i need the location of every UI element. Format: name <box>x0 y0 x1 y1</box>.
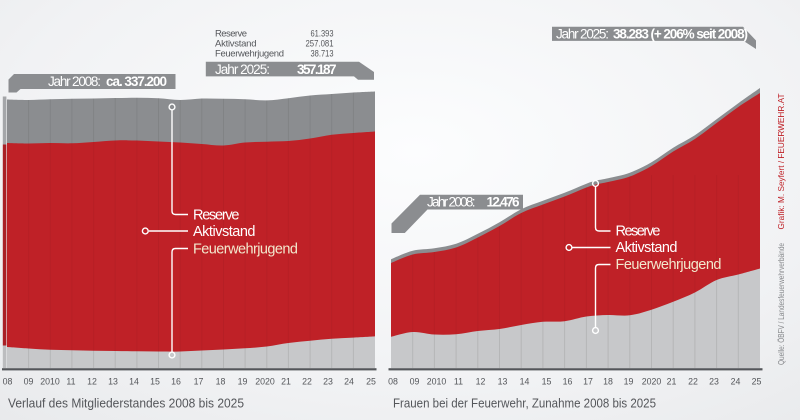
svg-text:Feuerwehrjugend: Feuerwehrjugend <box>616 257 722 273</box>
svg-text:21: 21 <box>281 377 291 387</box>
svg-text:11: 11 <box>454 377 463 387</box>
svg-text:Aktivstand: Aktivstand <box>215 39 257 50</box>
svg-text:23: 23 <box>709 377 719 387</box>
svg-text:15: 15 <box>542 377 552 387</box>
svg-text:17: 17 <box>194 377 204 387</box>
svg-text:2020: 2020 <box>642 377 662 387</box>
svg-text:12: 12 <box>476 377 486 387</box>
svg-text:25: 25 <box>752 377 762 387</box>
svg-text:257.081: 257.081 <box>306 39 334 50</box>
svg-text:357.187: 357.187 <box>297 62 337 77</box>
svg-text:Aktivstand: Aktivstand <box>193 224 256 240</box>
svg-text:23: 23 <box>323 377 333 387</box>
svg-text:25: 25 <box>366 377 376 387</box>
svg-text:22: 22 <box>302 377 312 387</box>
svg-text:Frauen bei der Feuerwehr, Zuna: Frauen bei der Feuerwehr, Zunahme 2008 b… <box>393 397 656 411</box>
svg-text:14: 14 <box>129 377 139 387</box>
svg-text:09: 09 <box>410 377 420 387</box>
svg-text:11: 11 <box>66 377 75 387</box>
svg-text:38.713: 38.713 <box>311 49 334 60</box>
svg-text:2010: 2010 <box>427 377 447 387</box>
svg-text:13: 13 <box>108 377 118 387</box>
svg-text:22: 22 <box>688 377 698 387</box>
svg-text:09: 09 <box>24 377 34 387</box>
svg-text:19: 19 <box>624 377 634 387</box>
svg-text:15: 15 <box>150 377 160 387</box>
svg-text:Feuerwehrjugend: Feuerwehrjugend <box>215 49 284 60</box>
svg-text:24: 24 <box>344 377 354 387</box>
svg-text:Jahr 2025:: Jahr 2025: <box>215 62 270 77</box>
svg-text:16: 16 <box>171 377 181 387</box>
svg-text:18: 18 <box>603 377 613 387</box>
svg-text:Verlauf des Mitgliederstandes: Verlauf des Mitgliederstandes 2008 bis 2… <box>8 397 244 411</box>
svg-text:13: 13 <box>498 377 508 387</box>
svg-text:08: 08 <box>3 377 13 387</box>
svg-text:Grafik: M. Seyfert / FEUERWEHR: Grafik: M. Seyfert / FEUERWEHR.AT <box>776 94 786 230</box>
svg-text:18: 18 <box>216 377 226 387</box>
svg-text:14: 14 <box>520 377 530 387</box>
svg-text:Feuerwehrjugend: Feuerwehrjugend <box>193 242 298 258</box>
svg-text:ca. 337.200: ca. 337.200 <box>106 74 167 89</box>
svg-text:Reserve: Reserve <box>616 224 661 240</box>
svg-text:Jahr 2025:: Jahr 2025: <box>556 27 609 42</box>
svg-text:Reserve: Reserve <box>215 29 247 40</box>
svg-text:Aktivstand: Aktivstand <box>616 240 678 256</box>
svg-text:17: 17 <box>583 377 593 387</box>
svg-text:12: 12 <box>87 377 97 387</box>
svg-text:38.283 (+ 206% seit 2008): 38.283 (+ 206% seit 2008) <box>613 27 748 42</box>
svg-text:19: 19 <box>238 377 248 387</box>
svg-text:Reserve: Reserve <box>193 208 240 224</box>
svg-text:Jahr 2008:: Jahr 2008: <box>48 74 101 89</box>
svg-text:21: 21 <box>667 377 677 387</box>
svg-text:08: 08 <box>388 377 398 387</box>
svg-text:2020: 2020 <box>255 377 275 387</box>
svg-text:16: 16 <box>563 377 573 387</box>
svg-text:Jahr 2008:: Jahr 2008: <box>427 195 476 210</box>
svg-text:61.393: 61.393 <box>311 29 334 40</box>
svg-text:2010: 2010 <box>40 377 60 387</box>
svg-text:12.476: 12.476 <box>487 195 520 210</box>
svg-text:24: 24 <box>731 377 741 387</box>
svg-text:Quelle: ÖBFV / Landesfeuerwehr: Quelle: ÖBFV / Landesfeuerwehrverbände <box>776 243 786 365</box>
